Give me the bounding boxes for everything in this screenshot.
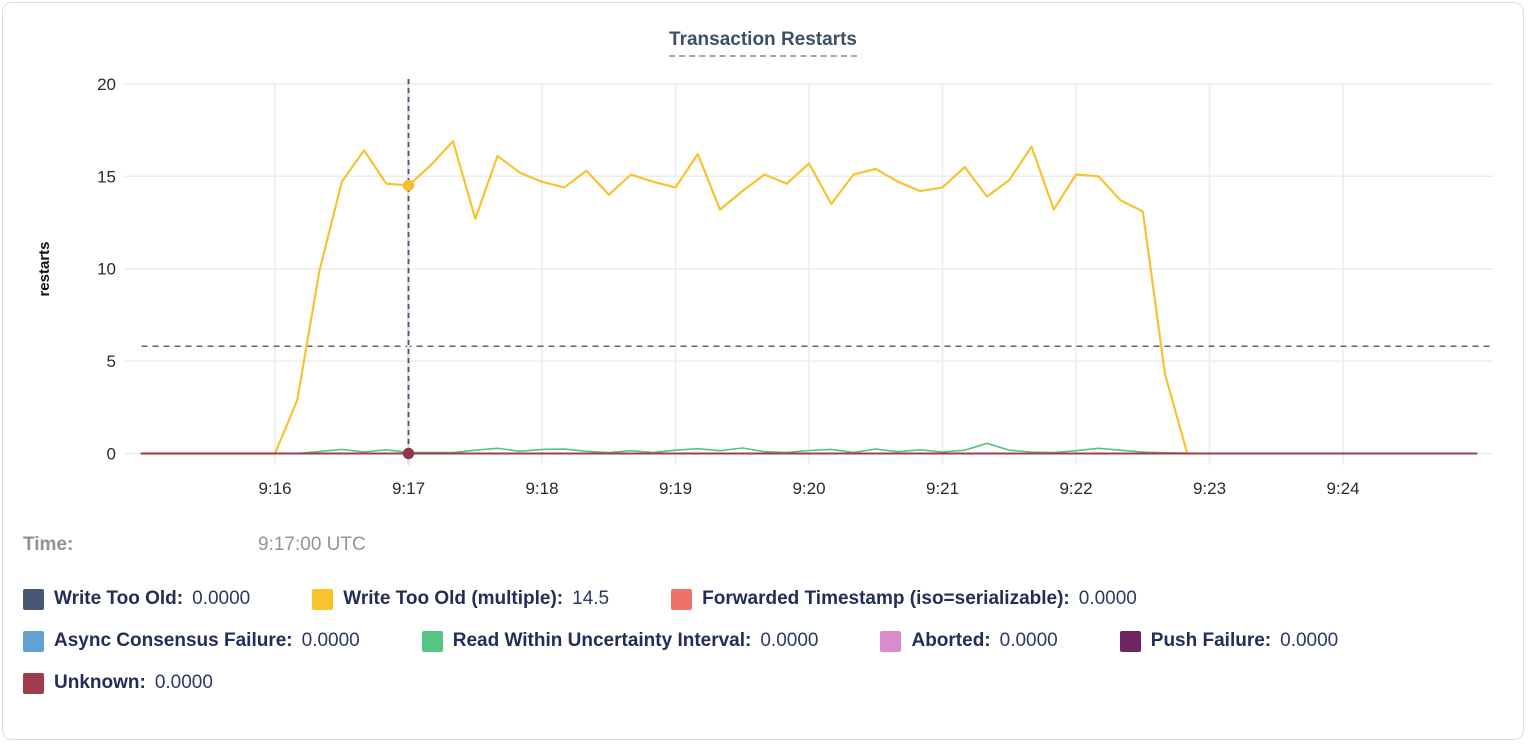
legend-value: 0.0000 [154,672,213,693]
legend-value: 0.0000 [999,630,1058,651]
legend-value: 0.0000 [760,630,819,651]
aborted-swatch-icon [880,630,902,652]
legend-item-unknown: Unknown: 0.0000 [23,672,213,694]
svg-text:5: 5 [107,352,116,371]
legend-label: Aborted: [911,630,991,651]
legend-value: 0.0000 [1280,630,1339,651]
legend-value: 0.0000 [301,630,360,651]
chart-header: Transaction Restarts [3,29,1523,57]
read-within-uncertainty-swatch-icon [421,630,443,652]
svg-text:9:21: 9:21 [926,479,959,498]
legend-value: 14.5 [572,588,610,609]
svg-text:9:19: 9:19 [659,479,692,498]
write-too-old-swatch-icon [23,588,44,610]
unknown-swatch-icon [23,672,44,694]
legend-item-async-consensus-failure: Async Consensus Failure: 0.0000 [23,630,360,652]
legend-item-write-too-old: Write Too Old: 0.0000 [23,588,250,610]
write-too-old-multiple-swatch-icon [312,588,334,610]
svg-text:15: 15 [97,167,116,186]
async-consensus-failure-swatch-icon [23,630,44,652]
svg-text:9:17: 9:17 [392,479,425,498]
legend-item-write-too-old-multiple: Write Too Old (multiple): 14.5 [312,588,609,610]
legend-label: Write Too Old (multiple): [343,588,564,609]
chart-legend: Write Too Old: 0.0000 Write Too Old (mul… [23,588,1507,714]
legend-label: Forwarded Timestamp (iso=serializable): [702,588,1070,609]
legend-label: Push Failure: [1150,630,1272,651]
push-failure-swatch-icon [1119,630,1141,652]
legend-value: 0.0000 [1078,588,1137,609]
svg-text:9:16: 9:16 [258,479,291,498]
time-value: 9:17:00 UTC [258,534,366,555]
legend-label: Write Too Old: [54,588,184,609]
time-row: Time: 9:17:00 UTC [23,534,366,556]
legend-label: Unknown: [54,672,146,693]
svg-text:10: 10 [97,260,116,279]
legend-item-forwarded-timestamp: Forwarded Timestamp (iso=serializable): … [671,588,1137,610]
legend-item-read-within-uncertainty: Read Within Uncertainty Interval: 0.0000 [421,630,819,652]
legend-item-aborted: Aborted: 0.0000 [880,630,1058,652]
legend-item-push-failure: Push Failure: 0.0000 [1119,630,1339,652]
legend-label: Async Consensus Failure: [54,630,293,651]
chart-title[interactable]: Transaction Restarts [669,29,857,57]
svg-text:9:20: 9:20 [792,479,825,498]
svg-text:20: 20 [97,75,116,94]
svg-text:9:24: 9:24 [1326,479,1359,498]
line-chart[interactable]: 0 5 10 15 20 9:16 9:17 9:18 9:19 9:20 9:21 9:22 9:23… [3,3,1525,515]
svg-text:9:22: 9:22 [1059,479,1092,498]
legend-row-1: Write Too Old: 0.0000 Write Too Old (mul… [23,588,1507,610]
svg-text:9:18: 9:18 [525,479,558,498]
svg-text:restarts: restarts [36,241,53,296]
legend-row-3: Unknown: 0.0000 [23,672,1507,694]
svg-text:9:23: 9:23 [1193,479,1226,498]
legend-label: Read Within Uncertainty Interval: [452,630,752,651]
forwarded-timestamp-swatch-icon [671,588,693,610]
legend-value: 0.0000 [192,588,251,609]
svg-text:0: 0 [107,445,116,464]
legend-row-2: Async Consensus Failure: 0.0000 Read Wit… [23,630,1507,652]
time-label: Time: [23,534,74,555]
